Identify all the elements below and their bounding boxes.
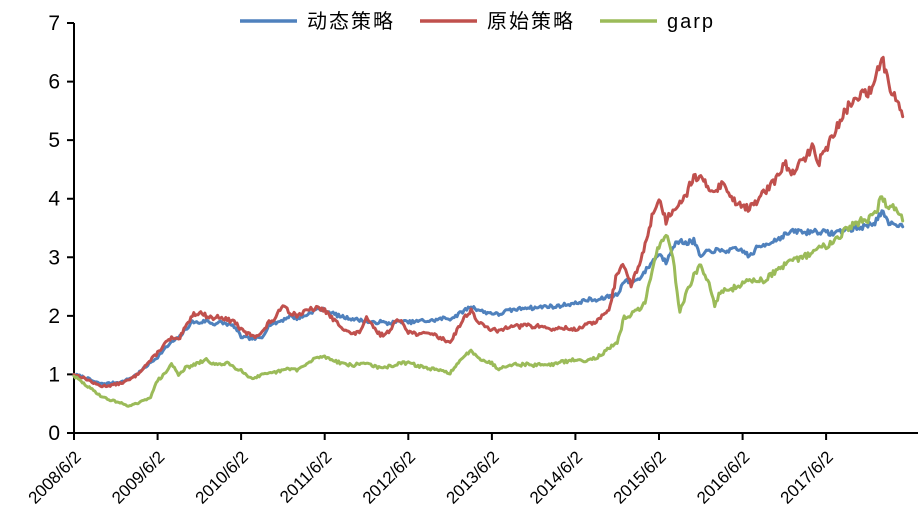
y-tick-label: 1 [48, 363, 60, 386]
x-tick-label: 2017/6/2 [777, 447, 837, 507]
y-tick-label: 7 [48, 12, 60, 35]
legend-label-dynamic: 动态策略 [307, 10, 395, 33]
legend-item-dynamic-strategy: 动态策略 [240, 10, 395, 33]
x-tick-label: 2008/6/2 [25, 447, 85, 507]
y-tick-label: 2 [48, 305, 60, 328]
legend-label-original: 原始策略 [487, 10, 575, 33]
x-tick-label: 2009/6/2 [108, 447, 168, 507]
x-tick-label: 2012/6/2 [359, 447, 419, 507]
legend-item-garp: garp [600, 11, 715, 33]
y-tick-label: 5 [48, 129, 60, 152]
legend-label-garp: garp [667, 11, 715, 33]
x-tick-label: 2014/6/2 [526, 447, 586, 507]
x-tick-label: 2010/6/2 [192, 447, 252, 507]
y-axis-labels: 0 1 2 3 4 5 6 7 [48, 12, 60, 445]
series-line-garp [72, 195, 905, 408]
y-tick-label: 3 [48, 246, 60, 269]
x-axis-labels: 2008/6/2 2009/6/2 2010/6/2 2011/6/2 2012… [25, 447, 837, 507]
series-line-dynamic-strategy [72, 209, 905, 386]
x-axis [73, 432, 918, 440]
series-lines [72, 55, 905, 408]
y-tick-label: 6 [48, 71, 60, 94]
legend-item-original-strategy: 原始策略 [420, 10, 575, 33]
series-line-original-strategy [72, 55, 905, 389]
x-tick-label: 2011/6/2 [276, 447, 335, 506]
y-axis [67, 22, 75, 434]
x-tick-label: 2015/6/2 [610, 447, 670, 507]
y-tick-label: 0 [48, 422, 60, 445]
y-tick-label: 4 [48, 188, 60, 211]
x-tick-label: 2016/6/2 [693, 447, 753, 507]
x-tick-label: 2013/6/2 [442, 447, 502, 507]
legend: 动态策略 原始策略 garp [240, 10, 715, 33]
